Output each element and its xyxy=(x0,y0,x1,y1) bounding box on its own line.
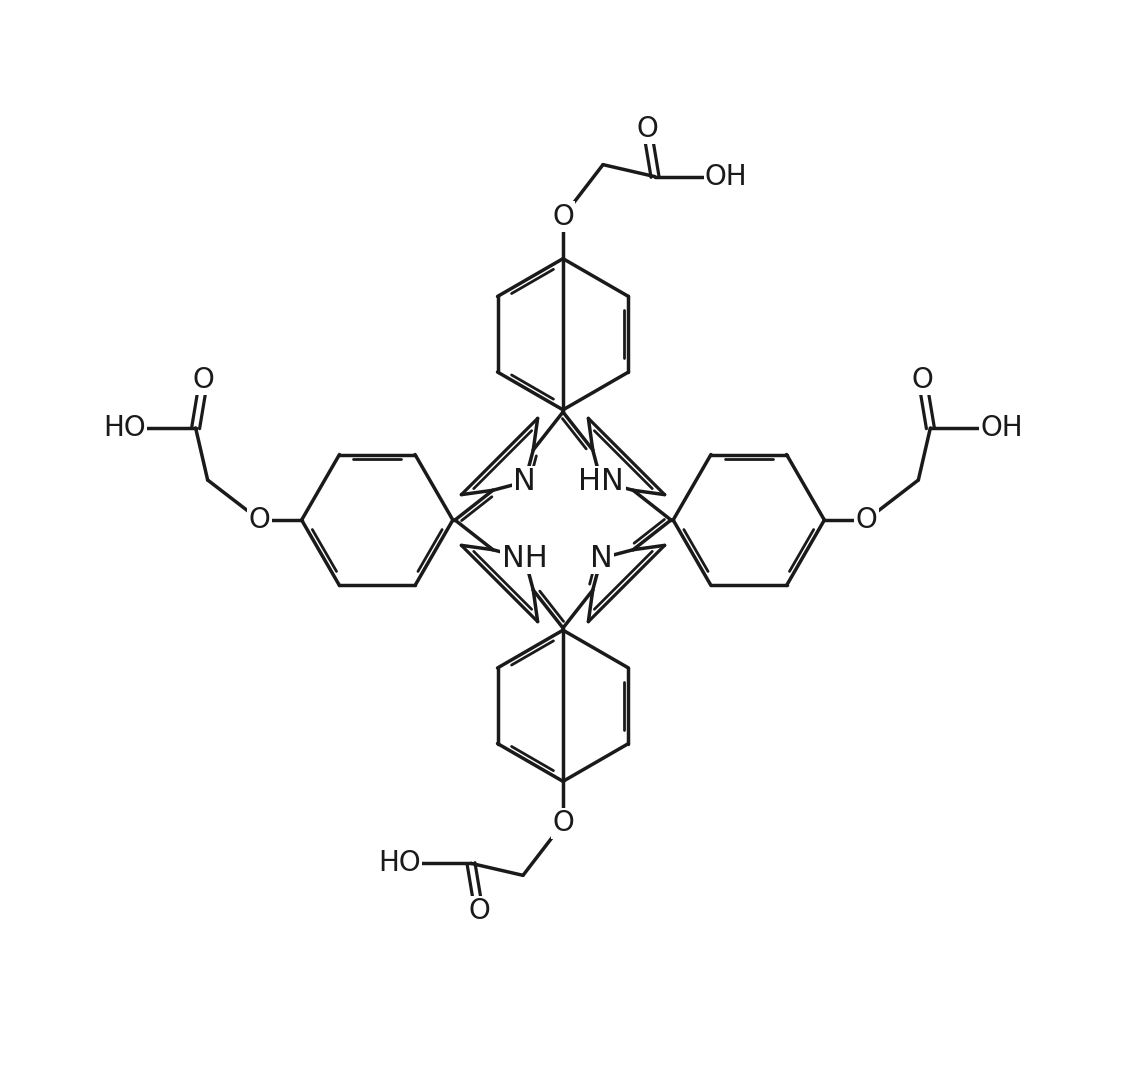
Text: OH: OH xyxy=(706,162,747,190)
Text: O: O xyxy=(468,898,490,926)
Text: O: O xyxy=(912,366,933,395)
Text: N: N xyxy=(589,544,613,573)
Text: NH: NH xyxy=(502,544,548,573)
Text: OH: OH xyxy=(980,414,1023,442)
Text: O: O xyxy=(855,506,877,534)
Text: N: N xyxy=(514,468,536,497)
Text: O: O xyxy=(193,366,214,395)
Text: O: O xyxy=(552,203,574,231)
Text: O: O xyxy=(636,115,658,143)
Text: O: O xyxy=(249,506,270,534)
Text: O: O xyxy=(552,809,574,837)
Text: HN: HN xyxy=(578,468,624,497)
Text: HO: HO xyxy=(103,414,145,442)
Text: HO: HO xyxy=(379,849,421,877)
